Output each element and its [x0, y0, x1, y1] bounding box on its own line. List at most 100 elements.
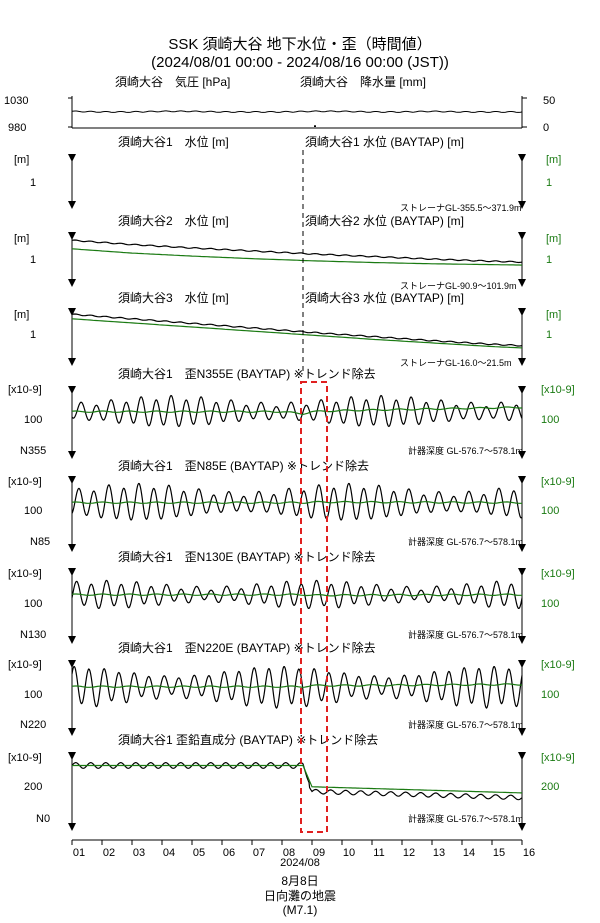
panel-pressure-rain: 須崎大谷 気圧 [hPa] 須崎大谷 降水量 [mm] 1030 980 50 … — [4, 74, 555, 134]
wl3-left-title: 須崎大谷3 水位 [m] — [118, 290, 229, 305]
rain-bar — [314, 125, 316, 127]
s85-component: N85 — [30, 536, 50, 548]
pressure-tick-bottom: 980 — [8, 122, 26, 134]
x-tick-label: 06 — [223, 847, 235, 859]
s130-right-unit: [x10-9] — [541, 568, 575, 580]
wl2-left-title: 須崎大谷2 水位 [m] — [118, 213, 229, 228]
s355-black-line — [72, 396, 522, 427]
figure-subtitle: (2024/08/01 00:00 - 2024/08/16 00:00 (JS… — [151, 54, 449, 71]
x-tick-label: 16 — [523, 847, 535, 859]
wl2-right-unit: [m] — [546, 233, 561, 245]
panel-strain-n355: 須崎大谷1 歪N355E (BAYTAP) ※トレンド除去 [x10-9] 10… — [8, 366, 575, 457]
wl3-right-tick: 1 — [546, 329, 552, 341]
wl2-green-line — [72, 249, 522, 265]
s130-note: 計器深度 GL-576.7～578.1m — [408, 629, 523, 640]
wl3-black-line — [72, 314, 522, 346]
event-date: 8月8日 — [281, 874, 318, 888]
s85-right-unit: [x10-9] — [541, 476, 575, 488]
wl2-left-unit: [m] — [14, 233, 29, 245]
wl1-right-unit: [m] — [546, 154, 561, 166]
sv-left-tick: 200 — [24, 781, 42, 793]
s355-green-line — [72, 407, 522, 414]
s355-note: 計器深度 GL-576.7～578.1m — [408, 445, 523, 456]
x-tick-label: 07 — [253, 847, 265, 859]
pressure-tick-top: 1030 — [4, 95, 28, 107]
rain-tick-bottom: 0 — [543, 122, 549, 134]
wl3-right-title: 須崎大谷3 水位 (BAYTAP) [m] — [305, 290, 464, 305]
x-tick-label: 04 — [163, 847, 175, 859]
event-highlight-box — [301, 382, 327, 832]
s355-left-unit: [x10-9] — [8, 384, 42, 396]
wl2-left-tick: 1 — [30, 254, 36, 266]
s85-left-tick: 100 — [24, 505, 42, 517]
sv-right-unit: [x10-9] — [541, 752, 575, 764]
x-tick-label: 03 — [133, 847, 145, 859]
x-tick-label: 02 — [103, 847, 115, 859]
sv-note: 計器深度 GL-576.7～578.1m — [408, 813, 523, 824]
s130-component: N130 — [20, 629, 46, 641]
s355-component: N355 — [20, 445, 46, 457]
sv-green-line — [72, 766, 522, 793]
s220-component: N220 — [20, 719, 46, 731]
x-tick-label: 12 — [403, 847, 415, 859]
wl1-left-unit: [m] — [14, 154, 29, 166]
wl1-left-title: 須崎大谷1 水位 [m] — [118, 134, 229, 149]
s85-left-unit: [x10-9] — [8, 476, 42, 488]
panel-strain-n130: 須崎大谷1 歪N130E (BAYTAP) ※トレンド除去 [x10-9] 10… — [8, 549, 575, 641]
panel-water-level-1: 須崎大谷1 水位 [m] 須崎大谷1 水位 (BAYTAP) [m] [m] 1… — [14, 134, 561, 213]
s220-left-tick: 100 — [24, 689, 42, 701]
panel-strain-vertical: 須崎大谷1 歪鉛直成分 (BAYTAP) ※トレンド除去 [x10-9] 200… — [8, 732, 575, 827]
s355-right-tick: 100 — [541, 414, 559, 426]
pressure-title: 須崎大谷 気圧 [hPa] — [115, 74, 230, 89]
wl3-note: ストレーナGL-16.0～21.5m — [400, 358, 512, 368]
wl1-right-tick: 1 — [546, 177, 552, 189]
s355-right-unit: [x10-9] — [541, 384, 575, 396]
s130-left-tick: 100 — [24, 598, 42, 610]
wl1-right-title: 須崎大谷1 水位 (BAYTAP) [m] — [305, 134, 464, 149]
sv-title: 須崎大谷1 歪鉛直成分 (BAYTAP) ※トレンド除去 — [118, 732, 378, 747]
x-month-label: 2024/08 — [280, 857, 320, 869]
s85-title: 須崎大谷1 歪N85E (BAYTAP) ※トレンド除去 — [118, 458, 369, 473]
s85-green-line — [72, 501, 522, 503]
sv-right-tick: 200 — [541, 781, 559, 793]
x-tick-label: 14 — [463, 847, 475, 859]
s220-right-unit: [x10-9] — [541, 659, 575, 671]
x-tick-label: 11 — [373, 847, 384, 859]
wl3-left-tick: 1 — [30, 329, 36, 341]
sv-black-line — [72, 763, 522, 800]
s355-left-tick: 100 — [24, 414, 42, 426]
s355-title: 須崎大谷1 歪N355E (BAYTAP) ※トレンド除去 — [118, 366, 376, 381]
panel-strain-n85: 須崎大谷1 歪N85E (BAYTAP) ※トレンド除去 [x10-9] 100… — [8, 458, 575, 548]
wl3-green-line — [72, 319, 522, 348]
x-tick-label: 13 — [433, 847, 445, 859]
rain-tick-top: 50 — [543, 95, 555, 107]
s220-left-unit: [x10-9] — [8, 659, 42, 671]
s220-note: 計器深度 GL-576.7～578.1m — [408, 719, 523, 730]
event-magnitude: (M7.1) — [283, 903, 318, 917]
wl1-left-tick: 1 — [30, 177, 36, 189]
panel-water-level-2: 須崎大谷2 水位 [m] 須崎大谷2 水位 (BAYTAP) [m] [m] 1… — [14, 213, 561, 291]
s85-note: 計器深度 GL-576.7～578.1m — [408, 536, 523, 547]
pressure-line — [72, 111, 522, 113]
s130-left-unit: [x10-9] — [8, 568, 42, 580]
sv-component: N0 — [36, 813, 50, 825]
wl2-right-tick: 1 — [546, 254, 552, 266]
s130-title: 須崎大谷1 歪N130E (BAYTAP) ※トレンド除去 — [118, 549, 376, 564]
wl3-left-unit: [m] — [14, 309, 29, 321]
event-name: 日向灘の地震 — [264, 888, 336, 903]
s220-title: 須崎大谷1 歪N220E (BAYTAP) ※トレンド除去 — [118, 640, 376, 655]
s220-right-tick: 100 — [541, 689, 559, 701]
wl2-note: ストレーナGL-90.9～101.9m — [400, 281, 517, 291]
x-tick-label: 15 — [493, 847, 505, 859]
figure-title: SSK 須崎大谷 地下水位・歪（時間値） — [168, 36, 431, 53]
rain-title: 須崎大谷 降水量 [mm] — [300, 75, 426, 89]
wl3-right-unit: [m] — [546, 309, 561, 321]
wl1-note: ストレーナGL-355.5～371.9m — [400, 203, 522, 213]
x-axis: 01 02 03 04 05 06 07 08 09 10 11 12 13 14 15 16 2024/08 — [72, 840, 535, 869]
x-tick-label: 05 — [193, 847, 205, 859]
panel-strain-n220: 須崎大谷1 歪N220E (BAYTAP) ※トレンド除去 [x10-9] 10… — [8, 640, 575, 732]
s220-green-line — [72, 684, 522, 688]
s130-right-tick: 100 — [541, 598, 559, 610]
